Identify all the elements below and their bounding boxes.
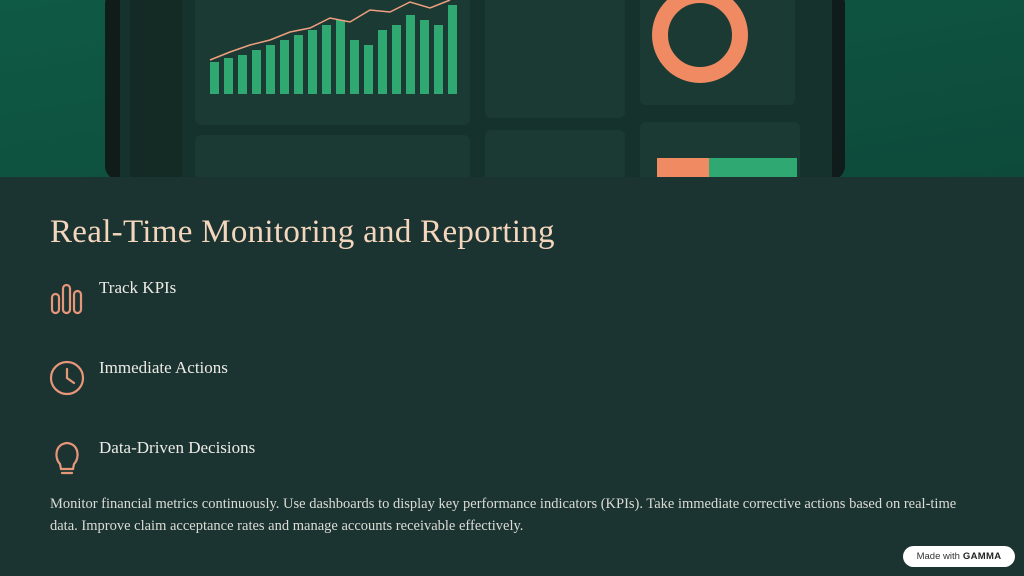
item-label: Track KPIs	[99, 278, 177, 297]
body-text: Monitor financial metrics continuously. …	[50, 496, 957, 534]
made-with-badge[interactable]: Made with GAMMA	[903, 546, 1015, 567]
bulb-icon	[55, 441, 79, 475]
badge-brand: GAMMA	[962, 551, 1002, 562]
item-label: Immediate Actions	[99, 358, 228, 377]
item-label: Data-Driven Decisions	[99, 438, 256, 457]
slide-title: Real-Time Monitoring and Reporting	[50, 214, 555, 250]
badge-prefix: Made with	[916, 551, 960, 562]
hero-image	[0, 0, 1024, 177]
clock-icon	[49, 360, 85, 396]
chart-icon	[50, 283, 83, 315]
